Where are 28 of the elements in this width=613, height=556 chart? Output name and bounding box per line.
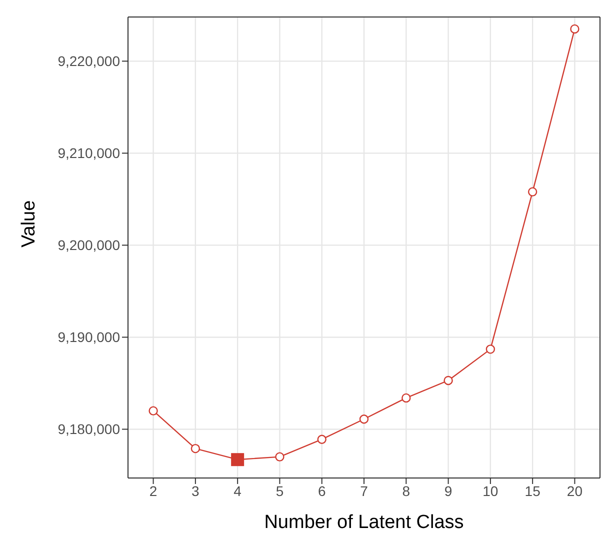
y-axis-title: Value [18,200,40,248]
point [486,344,496,354]
y-tick-label: 9,220,000 [58,53,120,70]
x-axis-title: Number of Latent Class [264,512,464,533]
x-tick-label: 2 [149,482,158,499]
point [570,24,580,34]
y-tick-label: 9,210,000 [58,145,120,162]
point [402,393,411,403]
y-tick-label: 9,180,000 [58,421,120,438]
y-tick-label: 9,190,000 [58,329,120,346]
x-tick-label: 4 [234,482,242,499]
x-tick-label: 5 [276,482,284,499]
x-tick-label: 8 [402,482,410,499]
x-tick-label: 9 [444,482,452,499]
point [444,376,453,386]
point [275,452,284,462]
point [190,444,200,454]
x-tick-label: 6 [318,482,326,499]
x-tick-label: 3 [192,482,200,499]
x-tick-label: 15 [524,482,541,499]
x-tick-label: 10 [482,482,498,499]
point [317,434,326,444]
y-tick-label: 9,200,000 [58,237,120,254]
x-tick-label: 20 [566,482,583,499]
x-tick-label: 7 [360,482,368,499]
point [148,406,158,416]
point [359,414,369,424]
point [528,187,538,196]
